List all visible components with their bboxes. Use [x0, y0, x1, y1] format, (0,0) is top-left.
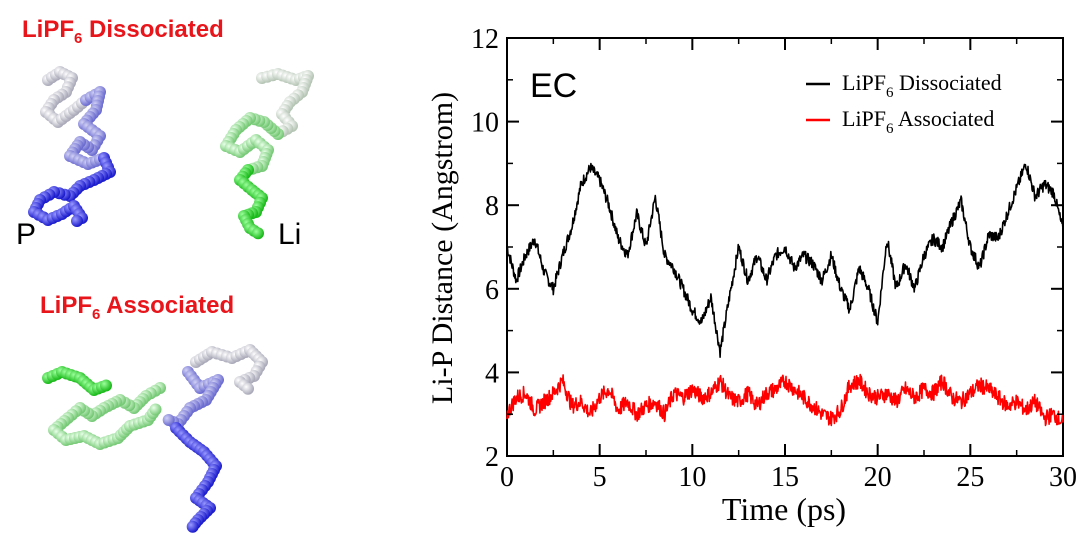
trajectory-bead — [186, 520, 199, 533]
trajectory-bead — [71, 215, 83, 227]
x-tick-label: 5 — [593, 462, 607, 493]
li-trajectory-dissociated — [220, 68, 314, 240]
x-tick-label: 30 — [1049, 462, 1077, 493]
trajectory-illustration — [28, 66, 314, 533]
x-tick-label: 15 — [771, 462, 799, 493]
series-line-0 — [506, 162, 1064, 359]
legend-label-1: LiPF6 Associated — [842, 106, 994, 137]
p-trajectory-associated — [162, 344, 268, 533]
trajectory-bead — [242, 382, 254, 395]
p-trajectory-dissociated — [28, 66, 116, 227]
series-layer — [506, 162, 1064, 427]
ticks-layer: 0 5 10 15 20 25 30 2 4 6 8 10 12 — [471, 24, 1077, 493]
y-tick-label: 6 — [485, 275, 499, 306]
x-tick-label: 20 — [864, 462, 892, 493]
x-tick-label: 0 — [500, 462, 514, 493]
y-tick-label: 12 — [471, 24, 499, 55]
trajectory-bead — [149, 403, 162, 416]
y-tick-label: 4 — [485, 358, 499, 389]
trajectory-bead — [100, 379, 112, 392]
y-tick-label: 2 — [485, 442, 499, 473]
p-atom-label: P — [16, 218, 37, 251]
trajectory-bead — [252, 227, 264, 240]
chart-annotation: EC — [530, 67, 577, 105]
x-axis-label: Time (ps) — [722, 491, 846, 527]
x-tick-label: 25 — [956, 462, 984, 493]
x-tick-label: 10 — [678, 462, 706, 493]
li-trajectory-associated — [42, 366, 166, 450]
li-atom-label: Li — [278, 218, 302, 251]
series-line-1 — [506, 373, 1064, 427]
trajectory-bead — [162, 414, 175, 426]
associated-title: LiPF6 Associated — [40, 292, 235, 323]
legend: LiPF6 Dissociated LiPF6 Associated — [806, 70, 1002, 137]
y-tick-label: 10 — [471, 108, 499, 139]
y-axis-label: Li-P Distance (Angstrom) — [426, 92, 459, 404]
y-tick-label: 8 — [485, 191, 499, 222]
dissociated-title: LiPF6 Dissociated — [22, 16, 224, 47]
legend-label-0: LiPF6 Dissociated — [842, 70, 1002, 101]
